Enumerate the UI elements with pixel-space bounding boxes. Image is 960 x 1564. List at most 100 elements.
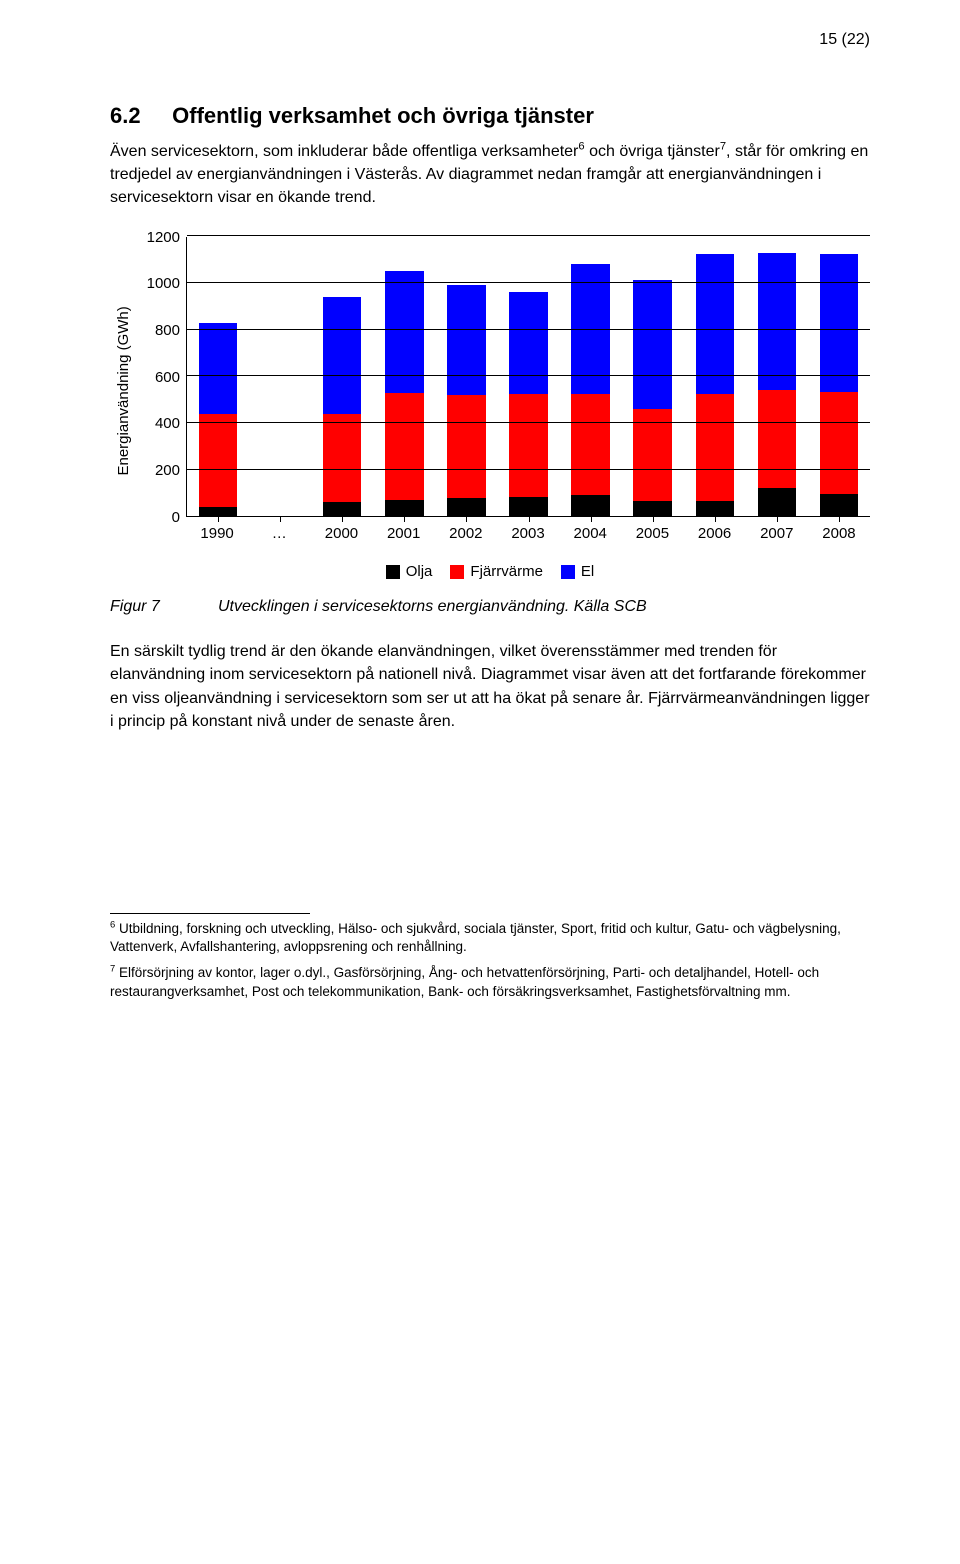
footnote-separator — [110, 913, 310, 914]
bar-stack — [447, 285, 485, 516]
figure-caption-text: Utvecklingen i servicesektorns energianv… — [218, 595, 647, 618]
bar-slot — [249, 237, 311, 516]
bar-slot — [684, 237, 746, 516]
bar-stack — [509, 292, 547, 516]
y-tick-label: 600 — [138, 367, 180, 389]
plot-area — [186, 237, 870, 517]
bar-stack — [758, 253, 796, 517]
legend-swatch — [386, 565, 400, 579]
legend-item: El — [561, 561, 594, 583]
bar-segment — [758, 253, 796, 391]
intro-b: och övriga tjänster — [585, 143, 720, 160]
x-tick-mark — [342, 516, 343, 522]
y-tick-label: 0 — [138, 507, 180, 529]
bar-segment — [633, 501, 671, 516]
bar-segment — [758, 488, 796, 516]
bar-segment — [633, 280, 671, 410]
chart-container: Energianvändning (GWh) 02004006008001000… — [110, 237, 870, 583]
x-axis-label: 2003 — [497, 523, 559, 545]
bar-segment — [199, 323, 237, 414]
intro-a: Även servicesektorn, som inkluderar både… — [110, 143, 578, 160]
bar-slot — [311, 237, 373, 516]
x-axis-label: 2004 — [559, 523, 621, 545]
x-axis-label: 2000 — [310, 523, 372, 545]
analysis-paragraph: En särskilt tydlig trend är den ökande e… — [110, 640, 870, 733]
bars-row — [187, 237, 870, 516]
legend-label: El — [581, 561, 594, 583]
legend-item: Fjärrvärme — [450, 561, 543, 583]
legend-swatch — [450, 565, 464, 579]
x-axis-label: 2008 — [808, 523, 870, 545]
bar-segment — [696, 394, 734, 501]
gridline — [187, 469, 870, 470]
bar-slot — [497, 237, 559, 516]
legend-swatch — [561, 565, 575, 579]
bar-segment — [820, 254, 858, 392]
x-tick-mark — [529, 516, 530, 522]
bar-segment — [696, 501, 734, 516]
bar-segment — [820, 392, 858, 495]
gridline — [187, 235, 870, 236]
intro-paragraph: Även servicesektorn, som inkluderar både… — [110, 140, 870, 210]
bar-segment — [509, 394, 547, 497]
section-number: 6.2 — [110, 100, 166, 132]
bar-segment — [447, 285, 485, 395]
gridline — [187, 375, 870, 376]
bar-segment — [758, 390, 796, 488]
bar-slot — [622, 237, 684, 516]
x-axis-label: 2002 — [435, 523, 497, 545]
x-axis-label: 2001 — [373, 523, 435, 545]
y-tick-label: 400 — [138, 413, 180, 435]
legend-label: Olja — [406, 561, 433, 583]
x-tick-mark — [653, 516, 654, 522]
footnote-7-text: Elförsörjning av kontor, lager o.dyl., G… — [110, 965, 819, 998]
bar-segment — [509, 292, 547, 394]
y-tick-label: 800 — [138, 320, 180, 342]
y-tick-label: 200 — [138, 460, 180, 482]
bar-segment — [323, 414, 361, 503]
bar-slot — [435, 237, 497, 516]
section-title-text: Offentlig verksamhet och övriga tjänster — [172, 103, 594, 128]
bar-stack — [199, 323, 237, 517]
bar-stack — [385, 271, 423, 516]
bar-segment — [199, 414, 237, 507]
chart-legend: Olja Fjärrvärme El — [110, 561, 870, 583]
bar-slot — [746, 237, 808, 516]
bar-segment — [571, 495, 609, 516]
footnote-6: 6 Utbildning, forskning och utveckling, … — [110, 920, 870, 956]
figure-label: Figur 7 — [110, 595, 194, 618]
x-tick-mark — [280, 516, 281, 522]
plot-column: 1990…20002001200220032004200520062007200… — [186, 237, 870, 545]
bar-segment — [199, 507, 237, 516]
bar-segment — [696, 254, 734, 394]
bar-segment — [323, 297, 361, 414]
y-axis-ticks: 020040060080010001200 — [138, 237, 186, 517]
y-tick-label: 1000 — [138, 273, 180, 295]
x-tick-mark — [466, 516, 467, 522]
x-tick-mark — [839, 516, 840, 522]
page-number: 15 (22) — [819, 28, 870, 51]
x-axis-labels: 1990…20002001200220032004200520062007200… — [186, 523, 870, 545]
gridline — [187, 329, 870, 330]
footnote-7: 7 Elförsörjning av kontor, lager o.dyl.,… — [110, 964, 870, 1000]
gridline — [187, 282, 870, 283]
x-axis-label: 2007 — [746, 523, 808, 545]
bar-segment — [323, 502, 361, 516]
bar-chart: Energianvändning (GWh) 02004006008001000… — [110, 237, 870, 545]
x-axis-label: 2005 — [621, 523, 683, 545]
legend-item: Olja — [386, 561, 433, 583]
bar-slot — [808, 237, 870, 516]
x-axis-label: … — [248, 523, 310, 545]
bar-stack — [820, 254, 858, 516]
bar-segment — [385, 500, 423, 516]
bar-segment — [509, 497, 547, 517]
x-tick-mark — [218, 516, 219, 522]
bar-segment — [385, 393, 423, 500]
x-tick-mark — [777, 516, 778, 522]
bar-segment — [820, 494, 858, 516]
bar-slot — [187, 237, 249, 516]
gridline — [187, 422, 870, 423]
bar-segment — [447, 395, 485, 498]
bar-segment — [571, 394, 609, 496]
bar-slot — [373, 237, 435, 516]
